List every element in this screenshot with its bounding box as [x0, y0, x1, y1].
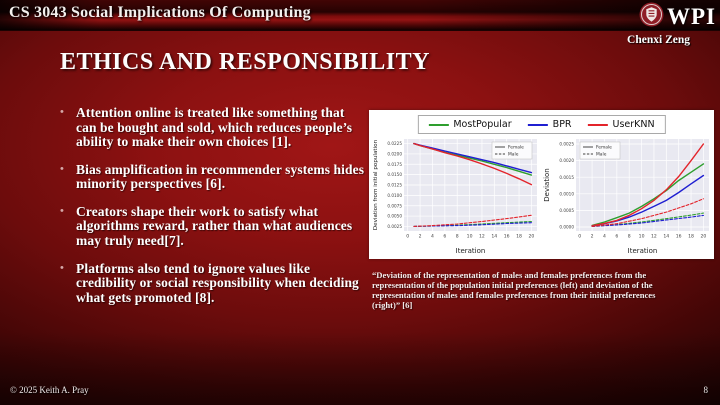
- svg-text:14: 14: [663, 234, 669, 240]
- header-bar: CS 3043 Social Implications Of Computing…: [0, 0, 720, 31]
- slide-title: ETHICS AND RESPONSIBILITY: [60, 49, 430, 75]
- bullet-item-creators: Creators shape their work to satisfy wha…: [60, 204, 368, 249]
- svg-text:12: 12: [651, 234, 657, 240]
- svg-text:2: 2: [419, 234, 422, 240]
- svg-text:8: 8: [628, 234, 631, 240]
- bpr-line-sample-icon: [527, 123, 548, 126]
- bullet-item-attention: Attention online is treated like somethi…: [60, 105, 368, 150]
- legend-label: MostPopular: [453, 119, 512, 130]
- svg-text:6: 6: [443, 234, 446, 240]
- svg-text:0.0225: 0.0225: [387, 141, 402, 146]
- svg-text:16: 16: [676, 234, 682, 240]
- svg-text:Female: Female: [596, 145, 612, 151]
- bullet-item-bias: Bias amplification in recommender system…: [60, 162, 368, 192]
- chart-legend: MostPopular BPR UserKNN: [417, 115, 666, 134]
- legend-label: UserKNN: [612, 119, 655, 130]
- svg-text:0.0200: 0.0200: [387, 152, 402, 157]
- svg-text:Iteration: Iteration: [628, 247, 658, 255]
- svg-text:Male: Male: [596, 152, 607, 158]
- legend-item-mostpopular: MostPopular: [428, 119, 512, 130]
- svg-text:0.0175: 0.0175: [387, 162, 402, 167]
- userknn-line-sample-icon: [587, 123, 608, 126]
- svg-text:0: 0: [578, 234, 581, 240]
- mostpopular-line-sample-icon: [428, 123, 449, 126]
- svg-text:Iteration: Iteration: [456, 247, 486, 255]
- svg-text:Deviation: Deviation: [543, 168, 551, 201]
- svg-text:10: 10: [467, 234, 473, 240]
- svg-text:0.0150: 0.0150: [387, 172, 402, 177]
- svg-text:0.0100: 0.0100: [387, 193, 402, 198]
- svg-text:0.0125: 0.0125: [387, 183, 402, 188]
- svg-text:Male: Male: [508, 152, 519, 158]
- svg-text:0: 0: [406, 234, 409, 240]
- figure-panel: MostPopular BPR UserKNN 0 2 4 6 8 10 12 14 16 18 2…: [369, 110, 714, 259]
- svg-text:2: 2: [591, 234, 594, 240]
- svg-text:6: 6: [615, 234, 618, 240]
- svg-text:14: 14: [491, 234, 497, 240]
- figure-caption: “Deviation of the representation of male…: [372, 270, 656, 311]
- svg-text:0.0015: 0.0015: [559, 175, 574, 180]
- wpi-logo-text: WPI: [667, 4, 716, 29]
- svg-text:0.0020: 0.0020: [559, 158, 574, 163]
- svg-text:4: 4: [431, 234, 434, 240]
- svg-text:16: 16: [504, 234, 510, 240]
- wpi-seal-icon: [639, 2, 664, 32]
- svg-text:Deviation from initial populat: Deviation from initial population: [373, 139, 379, 230]
- legend-item-bpr: BPR: [527, 119, 572, 130]
- legend-label: BPR: [552, 119, 572, 130]
- svg-text:0.0025: 0.0025: [387, 224, 402, 229]
- bullet-list: Attention online is treated like somethi…: [60, 105, 368, 318]
- svg-text:12: 12: [479, 234, 485, 240]
- footer-copyright: © 2025 Keith A. Pray: [10, 385, 89, 395]
- deviation-from-initial-population-chart: 0 2 4 6 8 10 12 14 16 18 20 0.0025 0.0050 0.0075 0.010…: [373, 139, 537, 255]
- course-title: CS 3043 Social Implications Of Computing: [9, 4, 311, 21]
- svg-text:0.0075: 0.0075: [387, 203, 402, 208]
- wpi-logo: WPI: [639, 2, 716, 32]
- deviation-from-initial-preferences-chart: 0 2 4 6 8 10 12 14 16 18 20 0.0000 0.0005 0.0010 0.001…: [543, 139, 709, 255]
- author-name: Chenxi Zeng: [627, 34, 690, 46]
- svg-text:Female: Female: [508, 145, 524, 151]
- svg-text:8: 8: [456, 234, 459, 240]
- page-number: 8: [703, 385, 709, 395]
- svg-text:18: 18: [516, 234, 522, 240]
- svg-text:18: 18: [688, 234, 694, 240]
- svg-text:20: 20: [529, 234, 535, 240]
- svg-text:20: 20: [701, 234, 707, 240]
- svg-text:0.0050: 0.0050: [387, 214, 402, 219]
- svg-text:0.0005: 0.0005: [559, 208, 574, 213]
- svg-text:10: 10: [639, 234, 645, 240]
- bullet-item-platforms: Platforms also tend to ignore values lik…: [60, 261, 368, 306]
- svg-text:4: 4: [603, 234, 606, 240]
- svg-text:0.0010: 0.0010: [559, 191, 574, 196]
- svg-text:0.0025: 0.0025: [559, 142, 574, 147]
- svg-text:0.0000: 0.0000: [559, 225, 574, 230]
- legend-item-userknn: UserKNN: [587, 119, 655, 130]
